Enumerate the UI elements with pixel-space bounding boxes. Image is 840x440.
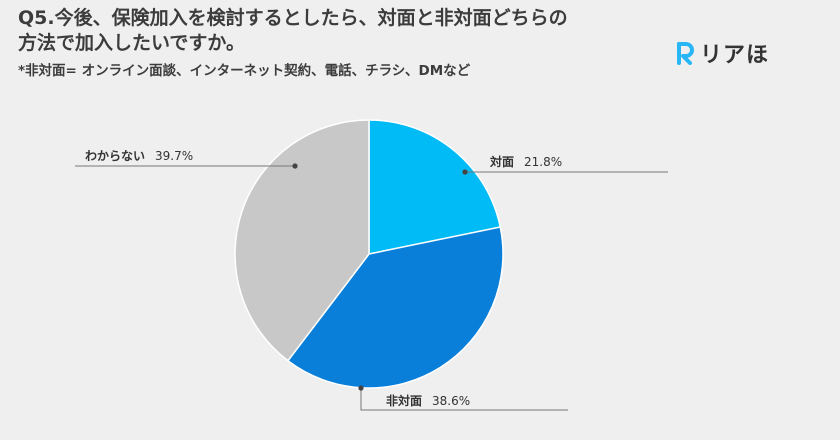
- slice-label-2: 非対面 38.6%: [386, 393, 470, 408]
- title-line-1: Q5.今後、保険加入を検討するとしたら、対面と非対面どちらの: [18, 7, 568, 29]
- brand-logo: リアほ: [676, 38, 769, 68]
- leader-dot-2: [358, 385, 364, 391]
- title-line-2: 方法で加入したいですか。: [18, 32, 246, 54]
- definition-note: *非対面= オンライン面談、インターネット契約、電話、チラシ、DMなど: [18, 63, 471, 79]
- pie-slice-1: [368, 119, 502, 255]
- pie-slice-3: [234, 119, 370, 362]
- leader-dot-1: [462, 169, 468, 175]
- leader-line-2: [360, 388, 568, 411]
- slice-label-3: わからない 39.7%: [85, 149, 193, 163]
- logo-text: リアほ: [700, 43, 770, 68]
- slice-label-1: 対面 21.8%: [489, 154, 562, 169]
- pie-slice-2: [286, 226, 504, 389]
- r-logo-icon: [677, 42, 694, 65]
- leader-dot-3: [292, 163, 298, 169]
- chart-title: Q5.今後、保険加入を検討するとしたら、対面と非対面どちらの 方法で加入したいで…: [18, 6, 678, 56]
